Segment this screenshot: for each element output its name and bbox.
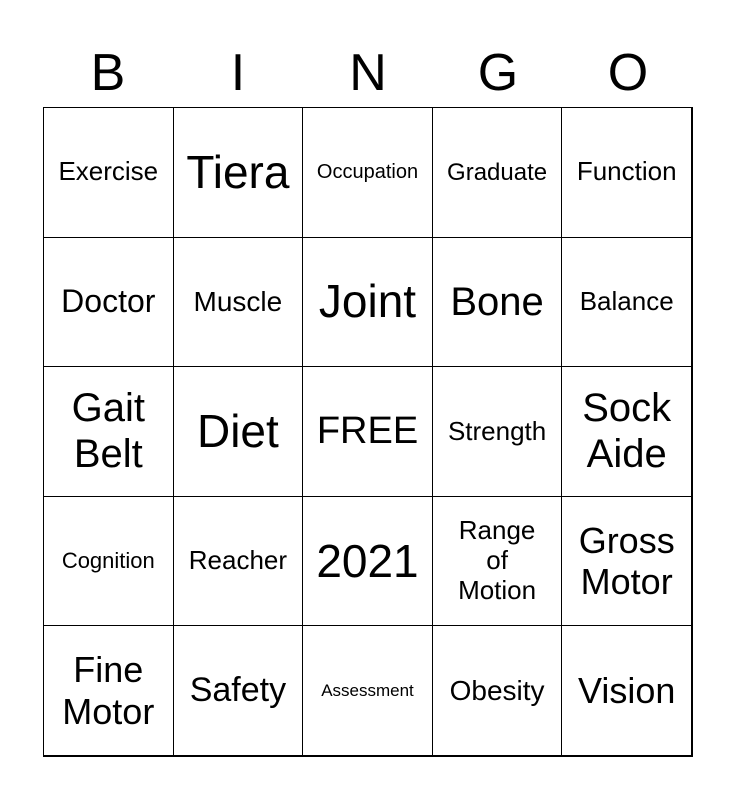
bingo-cell[interactable]: Sock Aide: [561, 366, 692, 497]
bingo-cell[interactable]: Tiera: [172, 107, 304, 238]
bingo-cell[interactable]: Graduate: [431, 107, 563, 238]
header-letter: B: [90, 44, 126, 102]
header-letter: G: [477, 44, 519, 102]
header-letter: N: [349, 44, 387, 102]
bingo-cell[interactable]: Obesity: [431, 625, 563, 756]
bingo-cell[interactable]: Balance: [561, 236, 692, 368]
bingo-cell[interactable]: Bone: [431, 236, 563, 368]
bingo-grid: Exercise Tiera Occupation Graduate Function D…: [43, 107, 693, 757]
bingo-cell[interactable]: Gait Belt: [43, 366, 174, 497]
bingo-header: B I N G O: [43, 40, 693, 106]
bingo-cell[interactable]: Gross Motor: [561, 495, 692, 627]
header-letter: I: [230, 44, 246, 102]
header-letter: O: [607, 44, 649, 102]
bingo-cell[interactable]: Strength: [431, 366, 563, 497]
bingo-cell[interactable]: Reacher: [172, 495, 304, 627]
bingo-cell[interactable]: Joint: [302, 236, 433, 368]
bingo-cell[interactable]: Range of Motion: [431, 495, 563, 627]
bingo-cell[interactable]: Muscle: [172, 236, 304, 368]
bingo-cell[interactable]: Safety: [172, 625, 304, 756]
bingo-cell[interactable]: Doctor: [43, 236, 174, 368]
bingo-cell[interactable]: Vision: [561, 625, 692, 756]
bingo-cell[interactable]: Occupation: [302, 107, 433, 238]
bingo-cell[interactable]: FREE: [302, 366, 433, 497]
bingo-cell[interactable]: Exercise: [43, 107, 174, 238]
bingo-cell[interactable]: 2021: [302, 495, 433, 627]
bingo-cell[interactable]: Fine Motor: [43, 625, 174, 756]
bingo-cell[interactable]: Cognition: [43, 495, 174, 627]
bingo-cell[interactable]: Function: [561, 107, 692, 238]
bingo-cell[interactable]: Assessment: [302, 625, 433, 756]
bingo-cell[interactable]: Diet: [172, 366, 304, 497]
